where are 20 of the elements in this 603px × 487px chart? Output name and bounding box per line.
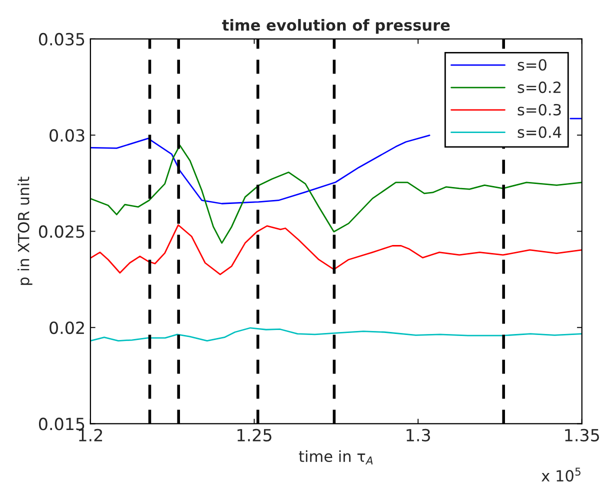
- line-series: [90, 144, 582, 244]
- legend-label: s=0.2: [518, 82, 561, 94]
- x-tick-label: 1.2: [79, 428, 102, 442]
- y-tick-label: 0.035: [38, 32, 84, 46]
- y-tick-label: 0.025: [38, 225, 84, 238]
- y-tick-label: 0.015: [38, 418, 84, 430]
- y-axis-title: p in XTOR unit: [18, 176, 32, 285]
- x-tick-label: 1.35: [565, 428, 599, 442]
- legend-label: s=0: [518, 59, 546, 71]
- legend-label: s=0.3: [518, 104, 561, 116]
- y-tick-label: 0.03: [50, 129, 84, 142]
- x-axis-title: time in τ$_{A}$: [298, 450, 373, 464]
- y-tick-label: 0.02: [50, 321, 84, 334]
- chart-title: time evolution of pressure: [222, 19, 450, 34]
- text: x 10$^{5}$: [542, 468, 580, 482]
- line-series: [90, 327, 582, 342]
- line-series: [90, 224, 582, 276]
- legend-label: s=0.4: [518, 126, 562, 138]
- x-tick-label: 1.25: [238, 428, 272, 442]
- x-tick-label: 1.3: [406, 428, 430, 442]
